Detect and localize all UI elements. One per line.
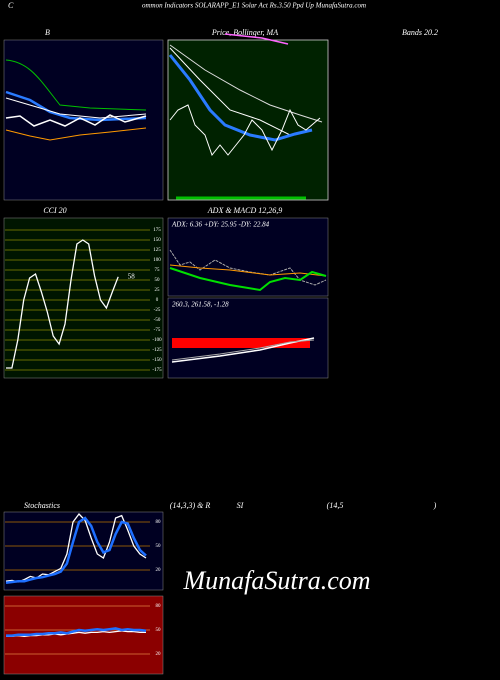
y-tick-label: -125 xyxy=(152,348,162,353)
minus-di xyxy=(169,264,327,277)
macd-histogram xyxy=(172,338,310,348)
series-line xyxy=(5,516,147,585)
price-line xyxy=(169,104,321,157)
middle-band xyxy=(168,54,313,142)
y-tick-label: -25 xyxy=(154,308,161,313)
y-tick-label: -150 xyxy=(152,358,162,363)
middle-band xyxy=(5,90,147,122)
signal-line xyxy=(171,339,315,361)
ma-line xyxy=(169,44,323,123)
y-tick-label: 50 xyxy=(156,628,162,633)
panel-title: (14,5 xyxy=(327,501,344,510)
upper-band xyxy=(5,59,147,111)
adx-text: ADX: 6.36 +DY: 25.95 -DY: 22.84 xyxy=(171,221,270,229)
panel-title: CCI 20 xyxy=(43,206,66,215)
y-tick-label: 100 xyxy=(153,258,161,263)
rsi-chart: 80 50 20 xyxy=(5,604,161,657)
y-tick-label: 80 xyxy=(156,604,162,609)
panel-title: (14,3,3) & R xyxy=(170,501,211,510)
panel xyxy=(167,39,329,201)
header-title: ommon Indicators SOLARAPP_E1 Solar Act R… xyxy=(142,2,366,10)
header-prefix: C xyxy=(8,1,14,10)
y-tick-label: 50 xyxy=(155,278,161,283)
y-tick-label: 0 xyxy=(156,298,159,303)
y-tick-label: -100 xyxy=(152,338,162,343)
y-tick-label: 75 xyxy=(155,268,161,273)
plus-di xyxy=(169,267,327,292)
panel-title: Stochastics xyxy=(24,501,60,510)
panel-title: ADX & MACD 12,26,9 xyxy=(207,206,282,215)
panel-title: SI xyxy=(237,501,244,510)
y-tick-label: 150 xyxy=(153,238,161,243)
adx-line xyxy=(169,249,327,286)
value-label: 58 xyxy=(128,272,136,280)
y-tick-label: -175 xyxy=(152,368,162,373)
series-line xyxy=(6,627,147,637)
macd-text: 260.3, 261.58, -1.28 xyxy=(172,301,229,309)
series-line xyxy=(6,239,119,369)
panel-title: Bands 20.2 xyxy=(402,28,438,37)
y-tick-label: 20 xyxy=(156,568,162,573)
y-tick-label: 20 xyxy=(156,652,162,657)
y-tick-label: -50 xyxy=(154,318,161,323)
y-tick-label: 175 xyxy=(153,228,161,233)
cci-chart: 175 150 125 100 75 50 25 0 -25 -50 -75 -100 -125 -150… xyxy=(5,228,162,373)
price-line xyxy=(5,114,147,127)
panel-title: ) xyxy=(433,501,437,510)
y-tick-label: 50 xyxy=(156,544,162,549)
panel-title: B xyxy=(45,28,50,37)
watermark: MunafaSutra.com xyxy=(182,566,370,595)
series-line xyxy=(5,512,147,583)
panel xyxy=(167,217,329,297)
y-tick-label: 80 xyxy=(156,520,162,525)
stochastic-chart: 80 50 20 xyxy=(5,512,162,585)
y-tick-label: -75 xyxy=(154,328,161,333)
ma-line xyxy=(224,33,289,45)
y-tick-label: 25 xyxy=(155,288,161,293)
panel-title: Price, Bollinger, MA xyxy=(211,28,278,37)
y-tick-label: 125 xyxy=(153,248,161,253)
panel xyxy=(3,217,164,379)
lower-band xyxy=(5,127,147,141)
